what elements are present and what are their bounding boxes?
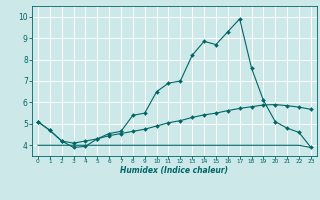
X-axis label: Humidex (Indice chaleur): Humidex (Indice chaleur) (120, 166, 228, 175)
